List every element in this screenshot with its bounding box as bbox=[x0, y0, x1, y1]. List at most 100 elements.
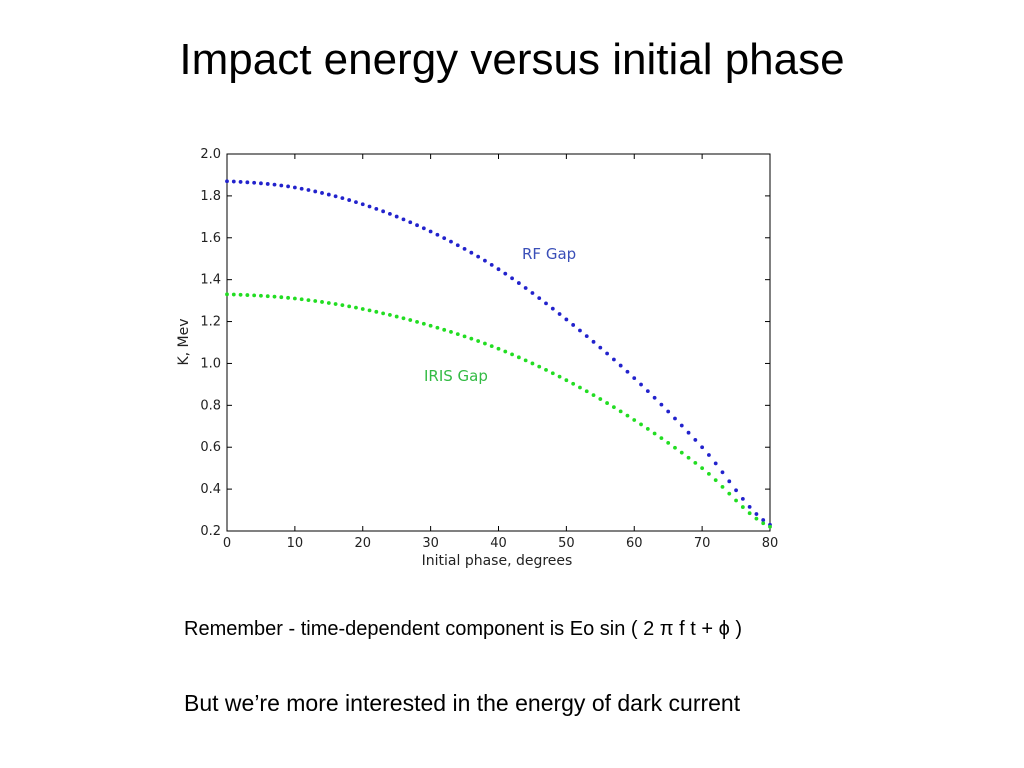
data-point bbox=[564, 378, 569, 383]
data-point bbox=[428, 323, 433, 328]
curve-dot bbox=[578, 328, 582, 333]
curve-dot bbox=[435, 232, 440, 237]
curve-dot bbox=[259, 293, 263, 298]
series-label-rf-gap: RF Gap bbox=[522, 245, 576, 263]
curve-dot bbox=[713, 461, 718, 466]
curve-dot bbox=[584, 334, 589, 339]
data-point bbox=[632, 418, 637, 422]
curve-dot bbox=[421, 226, 426, 231]
curve-dot bbox=[333, 302, 338, 306]
x-tick-label: 30 bbox=[422, 536, 439, 551]
curve-dot bbox=[476, 339, 481, 343]
curve-dot bbox=[483, 258, 487, 263]
curve-dot bbox=[286, 295, 290, 300]
curve-dot bbox=[401, 217, 406, 222]
curve-dot bbox=[673, 416, 677, 421]
curve-dot bbox=[408, 220, 413, 225]
curve-dot bbox=[598, 397, 603, 401]
curve-dot bbox=[415, 223, 419, 228]
curve-dot bbox=[557, 312, 562, 316]
curve-dot bbox=[550, 306, 555, 311]
data-point bbox=[564, 317, 569, 322]
curve-dot bbox=[231, 292, 236, 297]
curve-dot bbox=[231, 179, 236, 184]
curve-dot bbox=[523, 286, 528, 290]
curve-dot bbox=[259, 181, 263, 186]
curve-dot bbox=[761, 518, 766, 522]
curve-dot bbox=[252, 180, 257, 185]
curve-dot bbox=[333, 194, 338, 199]
curve-dot bbox=[686, 430, 691, 435]
curve-dot bbox=[510, 352, 514, 357]
data-point bbox=[496, 346, 501, 351]
curve-dot bbox=[537, 296, 542, 301]
curve-dot bbox=[734, 498, 738, 503]
curve-dot bbox=[381, 209, 386, 214]
curve-dot bbox=[571, 381, 576, 386]
y-axis-label: K, Mev bbox=[176, 318, 192, 365]
curve-dot bbox=[265, 182, 270, 186]
y-tick-label: 1.0 bbox=[200, 356, 221, 371]
curve-dot bbox=[469, 250, 474, 255]
y-tick-label: 2.0 bbox=[200, 147, 221, 162]
curve-dot bbox=[727, 479, 732, 484]
curve-dot bbox=[754, 512, 759, 516]
curve-dot bbox=[740, 505, 745, 509]
curve-dot bbox=[394, 214, 399, 219]
curve-dot bbox=[503, 271, 508, 276]
curve-dot bbox=[734, 488, 738, 493]
curve-dot bbox=[516, 355, 521, 360]
curve-dot bbox=[462, 334, 467, 339]
curve-dot bbox=[476, 254, 481, 259]
x-axis-label: Initial phase, degrees bbox=[422, 553, 573, 569]
curve-dot bbox=[747, 505, 752, 509]
curve-dot bbox=[374, 309, 379, 314]
curve-dot bbox=[252, 293, 257, 298]
curve-dot bbox=[367, 204, 372, 209]
curve-dot bbox=[747, 511, 752, 516]
curve-dot bbox=[686, 455, 691, 460]
y-tick-label: 1.8 bbox=[200, 189, 221, 204]
curve-dot bbox=[659, 436, 664, 441]
curve-dot bbox=[272, 182, 277, 187]
curve-dot bbox=[435, 325, 440, 330]
curve-dot bbox=[516, 281, 521, 285]
curve-dot bbox=[530, 291, 535, 295]
curve-dot bbox=[381, 311, 386, 316]
curve-dot bbox=[652, 431, 657, 436]
curve-dot bbox=[645, 389, 650, 394]
y-tick-label: 0.8 bbox=[200, 398, 221, 413]
curve-dot bbox=[693, 438, 698, 442]
x-tick-label: 20 bbox=[354, 536, 371, 551]
x-tick-label: 40 bbox=[490, 536, 507, 551]
curve-dot bbox=[313, 189, 318, 194]
curve-dot bbox=[483, 341, 487, 346]
curve-dot bbox=[720, 470, 725, 475]
curve-dot bbox=[659, 402, 664, 407]
curve-dot bbox=[544, 301, 548, 306]
x-tick-label: 80 bbox=[762, 536, 779, 551]
curve-dot bbox=[489, 344, 494, 349]
data-point bbox=[496, 267, 501, 272]
curve-dot bbox=[761, 521, 766, 526]
curve-dot bbox=[238, 292, 243, 297]
curve-dot bbox=[299, 297, 304, 302]
curve-dot bbox=[320, 191, 324, 195]
curve-dot bbox=[313, 299, 318, 303]
note-dark-current: But we’re more interested in the energy … bbox=[184, 690, 741, 716]
note-time-dependent: Remember - time-dependent component is E… bbox=[184, 618, 743, 640]
curve-dot bbox=[679, 423, 684, 428]
curve-dot bbox=[408, 318, 413, 322]
curve-dot bbox=[713, 478, 718, 483]
data-point bbox=[225, 292, 229, 297]
curve-dot bbox=[707, 471, 711, 476]
curve-dot bbox=[645, 427, 650, 431]
curve-dot bbox=[503, 349, 508, 354]
curve-dot bbox=[679, 450, 684, 455]
curve-dot bbox=[347, 304, 352, 309]
curve-dot bbox=[523, 358, 528, 363]
x-tick-label: 70 bbox=[694, 536, 711, 551]
x-tick-label: 0 bbox=[223, 536, 231, 551]
curve-dot bbox=[265, 294, 270, 299]
curve-dot bbox=[306, 188, 311, 192]
